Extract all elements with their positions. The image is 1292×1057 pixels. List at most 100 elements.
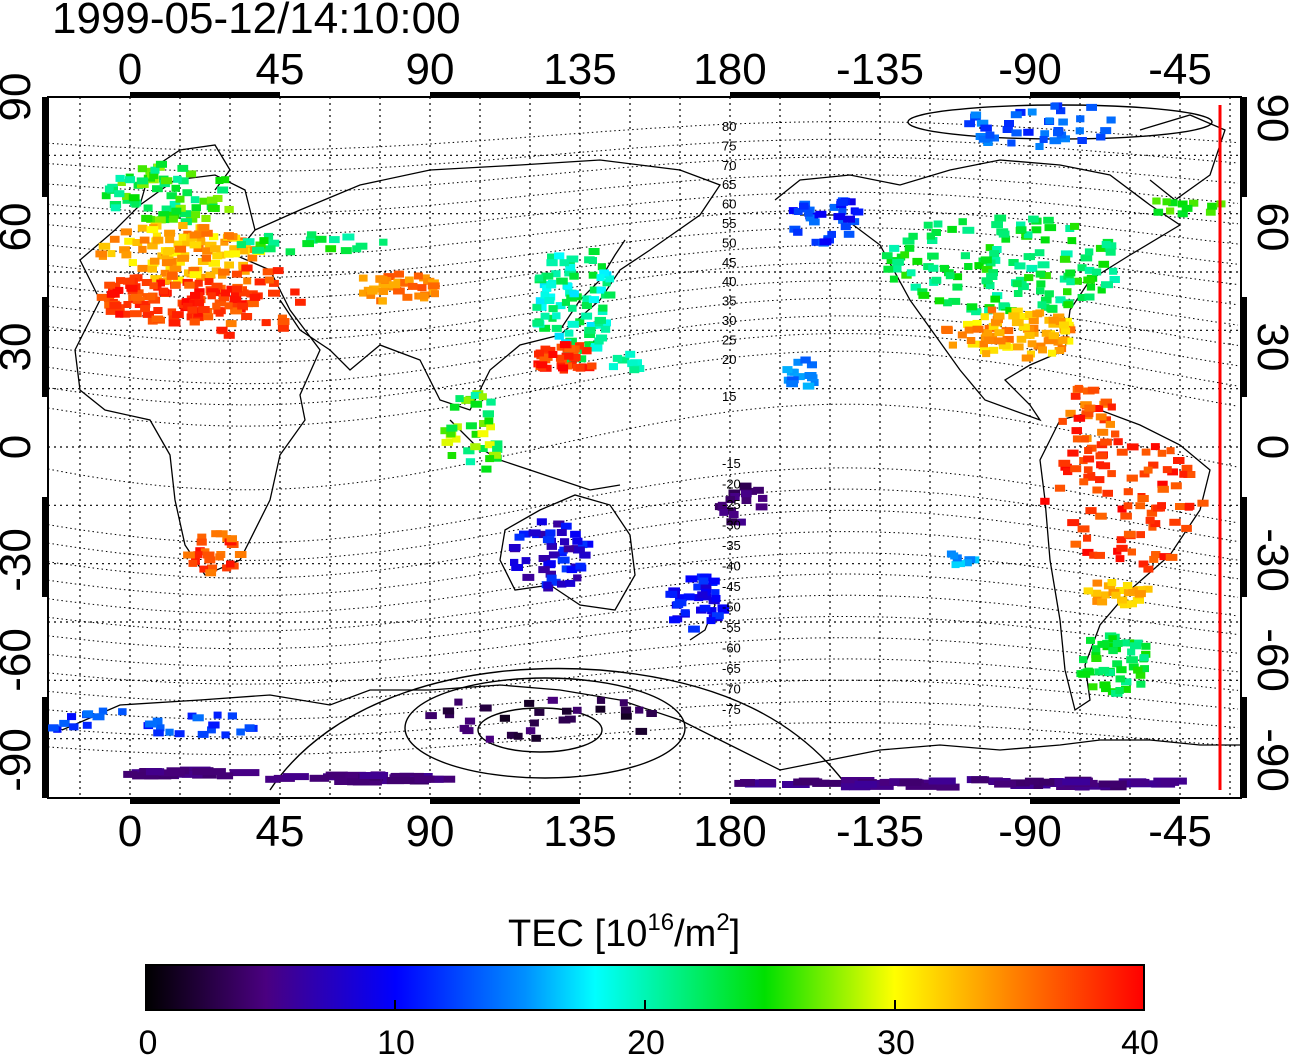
lat-tick-left: -90	[0, 728, 40, 792]
tec-marker	[128, 259, 137, 267]
tec-marker	[852, 208, 864, 216]
tec-marker	[1081, 410, 1094, 418]
tec-marker	[543, 561, 556, 569]
tec-marker	[190, 291, 201, 299]
tec-marker	[599, 269, 609, 277]
tec-marker	[590, 344, 603, 352]
tec-marker	[620, 706, 632, 714]
tec-marker	[594, 337, 604, 345]
tec-marker	[197, 730, 209, 738]
tec-marker	[564, 345, 576, 352]
tec-marker	[836, 198, 848, 206]
tec-marker	[252, 246, 264, 254]
tec-marker	[1001, 327, 1014, 335]
tec-marker	[175, 195, 185, 203]
tec-marker	[1138, 560, 1149, 568]
tec-marker	[132, 239, 143, 246]
colorbar-tick: 30	[877, 1024, 915, 1057]
tec-marker	[1026, 264, 1038, 272]
tec-marker	[1046, 780, 1063, 787]
tec-marker	[569, 290, 579, 298]
mlat-contour	[48, 509, 1239, 579]
tec-marker	[998, 230, 1010, 238]
tec-marker	[1091, 651, 1101, 659]
tec-marker	[627, 360, 638, 368]
tec-marker	[224, 250, 234, 258]
tec-marker	[166, 192, 177, 200]
tec-marker	[1088, 683, 1098, 691]
tec-marker	[192, 714, 204, 722]
tec-marker	[572, 706, 582, 714]
tec-marker	[1107, 403, 1116, 411]
tec-marker	[1070, 465, 1082, 473]
tec-marker	[230, 250, 241, 258]
tec-marker	[1024, 777, 1044, 785]
mlat-contour	[48, 488, 1239, 561]
tec-marker	[582, 540, 594, 548]
tec-marker	[981, 265, 993, 273]
tec-marker	[413, 272, 423, 280]
tec-marker	[1109, 267, 1118, 275]
tec-marker	[215, 177, 224, 184]
lon-tick-bottom: 180	[693, 807, 766, 856]
tec-marker	[889, 275, 898, 283]
tec-marker	[1036, 280, 1046, 288]
tec-marker	[234, 551, 247, 558]
tec-marker	[553, 520, 565, 528]
tec-marker	[329, 236, 340, 244]
tec-marker	[207, 726, 216, 734]
tec-marker	[988, 346, 999, 354]
tec-marker	[809, 218, 820, 226]
lon-tick-top: 45	[256, 45, 305, 94]
tec-marker	[1063, 288, 1072, 296]
mlat-label: 20	[722, 352, 736, 367]
south-pole-contour-mid	[404, 677, 686, 779]
tec-marker	[1116, 536, 1126, 544]
mlat-contour	[48, 531, 1239, 597]
colorbar-tick: 40	[1121, 1024, 1159, 1057]
tec-marker	[1100, 438, 1112, 446]
mlat-contour	[48, 244, 1239, 300]
tec-marker	[156, 724, 165, 732]
tec-marker	[201, 254, 211, 262]
tec-marker	[572, 537, 583, 545]
tec-marker	[101, 192, 111, 200]
tec-marker	[1157, 502, 1166, 510]
mlat-contour	[48, 573, 1239, 632]
tec-marker	[980, 124, 992, 132]
tec-marker	[693, 583, 704, 591]
tec-marker	[564, 329, 574, 337]
tec-marker	[359, 289, 368, 297]
tec-marker	[110, 282, 121, 290]
tec-marker	[548, 305, 558, 313]
tec-marker	[1175, 503, 1187, 510]
tec-marker	[906, 269, 916, 277]
tec-marker	[1075, 127, 1084, 135]
mlat-label: -65	[722, 661, 741, 676]
tec-marker	[167, 308, 177, 316]
tec-marker	[737, 518, 746, 526]
tec-marker	[470, 443, 481, 451]
tec-marker	[177, 164, 189, 172]
tec-marker	[883, 265, 894, 273]
tec-marker	[222, 564, 232, 572]
tec-marker	[181, 298, 191, 306]
tec-marker	[967, 340, 980, 348]
tec-marker	[552, 312, 561, 320]
tec-marker	[262, 268, 275, 276]
tec-marker	[1050, 102, 1059, 110]
tec-marker	[194, 299, 205, 307]
tec-marker	[581, 347, 592, 355]
mlat-label: 40	[722, 274, 736, 289]
tec-marker	[378, 288, 389, 295]
tec-marker	[1021, 354, 1034, 362]
tec-marker	[1148, 523, 1157, 531]
tec-marker	[189, 241, 202, 249]
tec-marker	[577, 541, 588, 549]
tec-marker	[444, 711, 455, 719]
tec-marker	[581, 312, 593, 320]
tec-marker	[1070, 277, 1082, 285]
tec-marker	[1041, 329, 1051, 337]
tec-marker	[1012, 280, 1022, 288]
